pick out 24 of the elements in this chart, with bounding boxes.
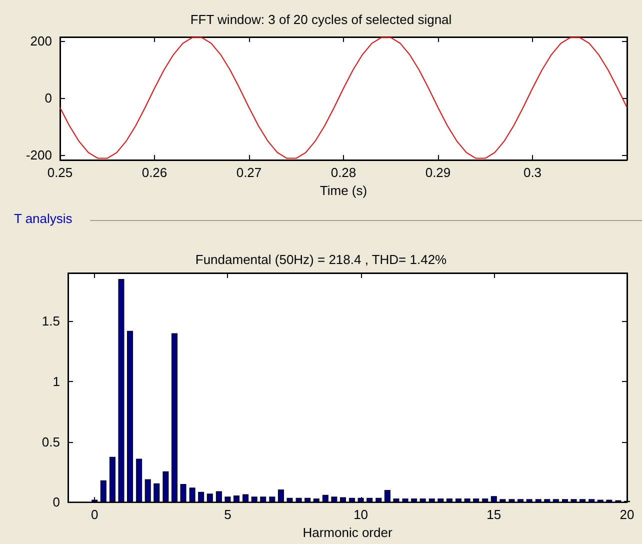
x-tick-label: 0 [91, 507, 98, 522]
x-tick-label: 0.25 [47, 165, 73, 180]
chart-title: Fundamental (50Hz) = 218.4 , THD= 1.42% [195, 252, 448, 267]
y-tick-label: 200 [30, 33, 52, 48]
y-tick-label: 1.5 [42, 314, 60, 329]
x-axis-title: Time (s) [320, 182, 368, 198]
x-tick-label: 0.28 [330, 165, 356, 180]
x-tick-label: 5 [224, 507, 232, 522]
y-tick-label: 1 [52, 374, 60, 390]
text: T analysis [14, 211, 73, 226]
y-tick-label: 0 [52, 494, 60, 510]
x-tick-label: 0.26 [142, 165, 168, 180]
x-tick-label: 0.27 [236, 165, 262, 180]
x-tick-label: 10 [354, 507, 368, 522]
x-tick-label: 0.3 [523, 165, 542, 180]
x-tick-label: 0.29 [425, 165, 451, 180]
chart-title: FFT window: 3 of 20 cycles of selected signal [190, 12, 452, 27]
x-tick-label: 15 [486, 507, 502, 522]
y-tick-label: 0 [44, 90, 52, 106]
y-tick-label: -200 [26, 147, 52, 162]
line-series [60, 37, 628, 159]
y-tick-label: 0.5 [42, 434, 60, 450]
x-axis-title: Harmonic order [302, 525, 393, 540]
x-tick-label: 20 [620, 507, 634, 522]
